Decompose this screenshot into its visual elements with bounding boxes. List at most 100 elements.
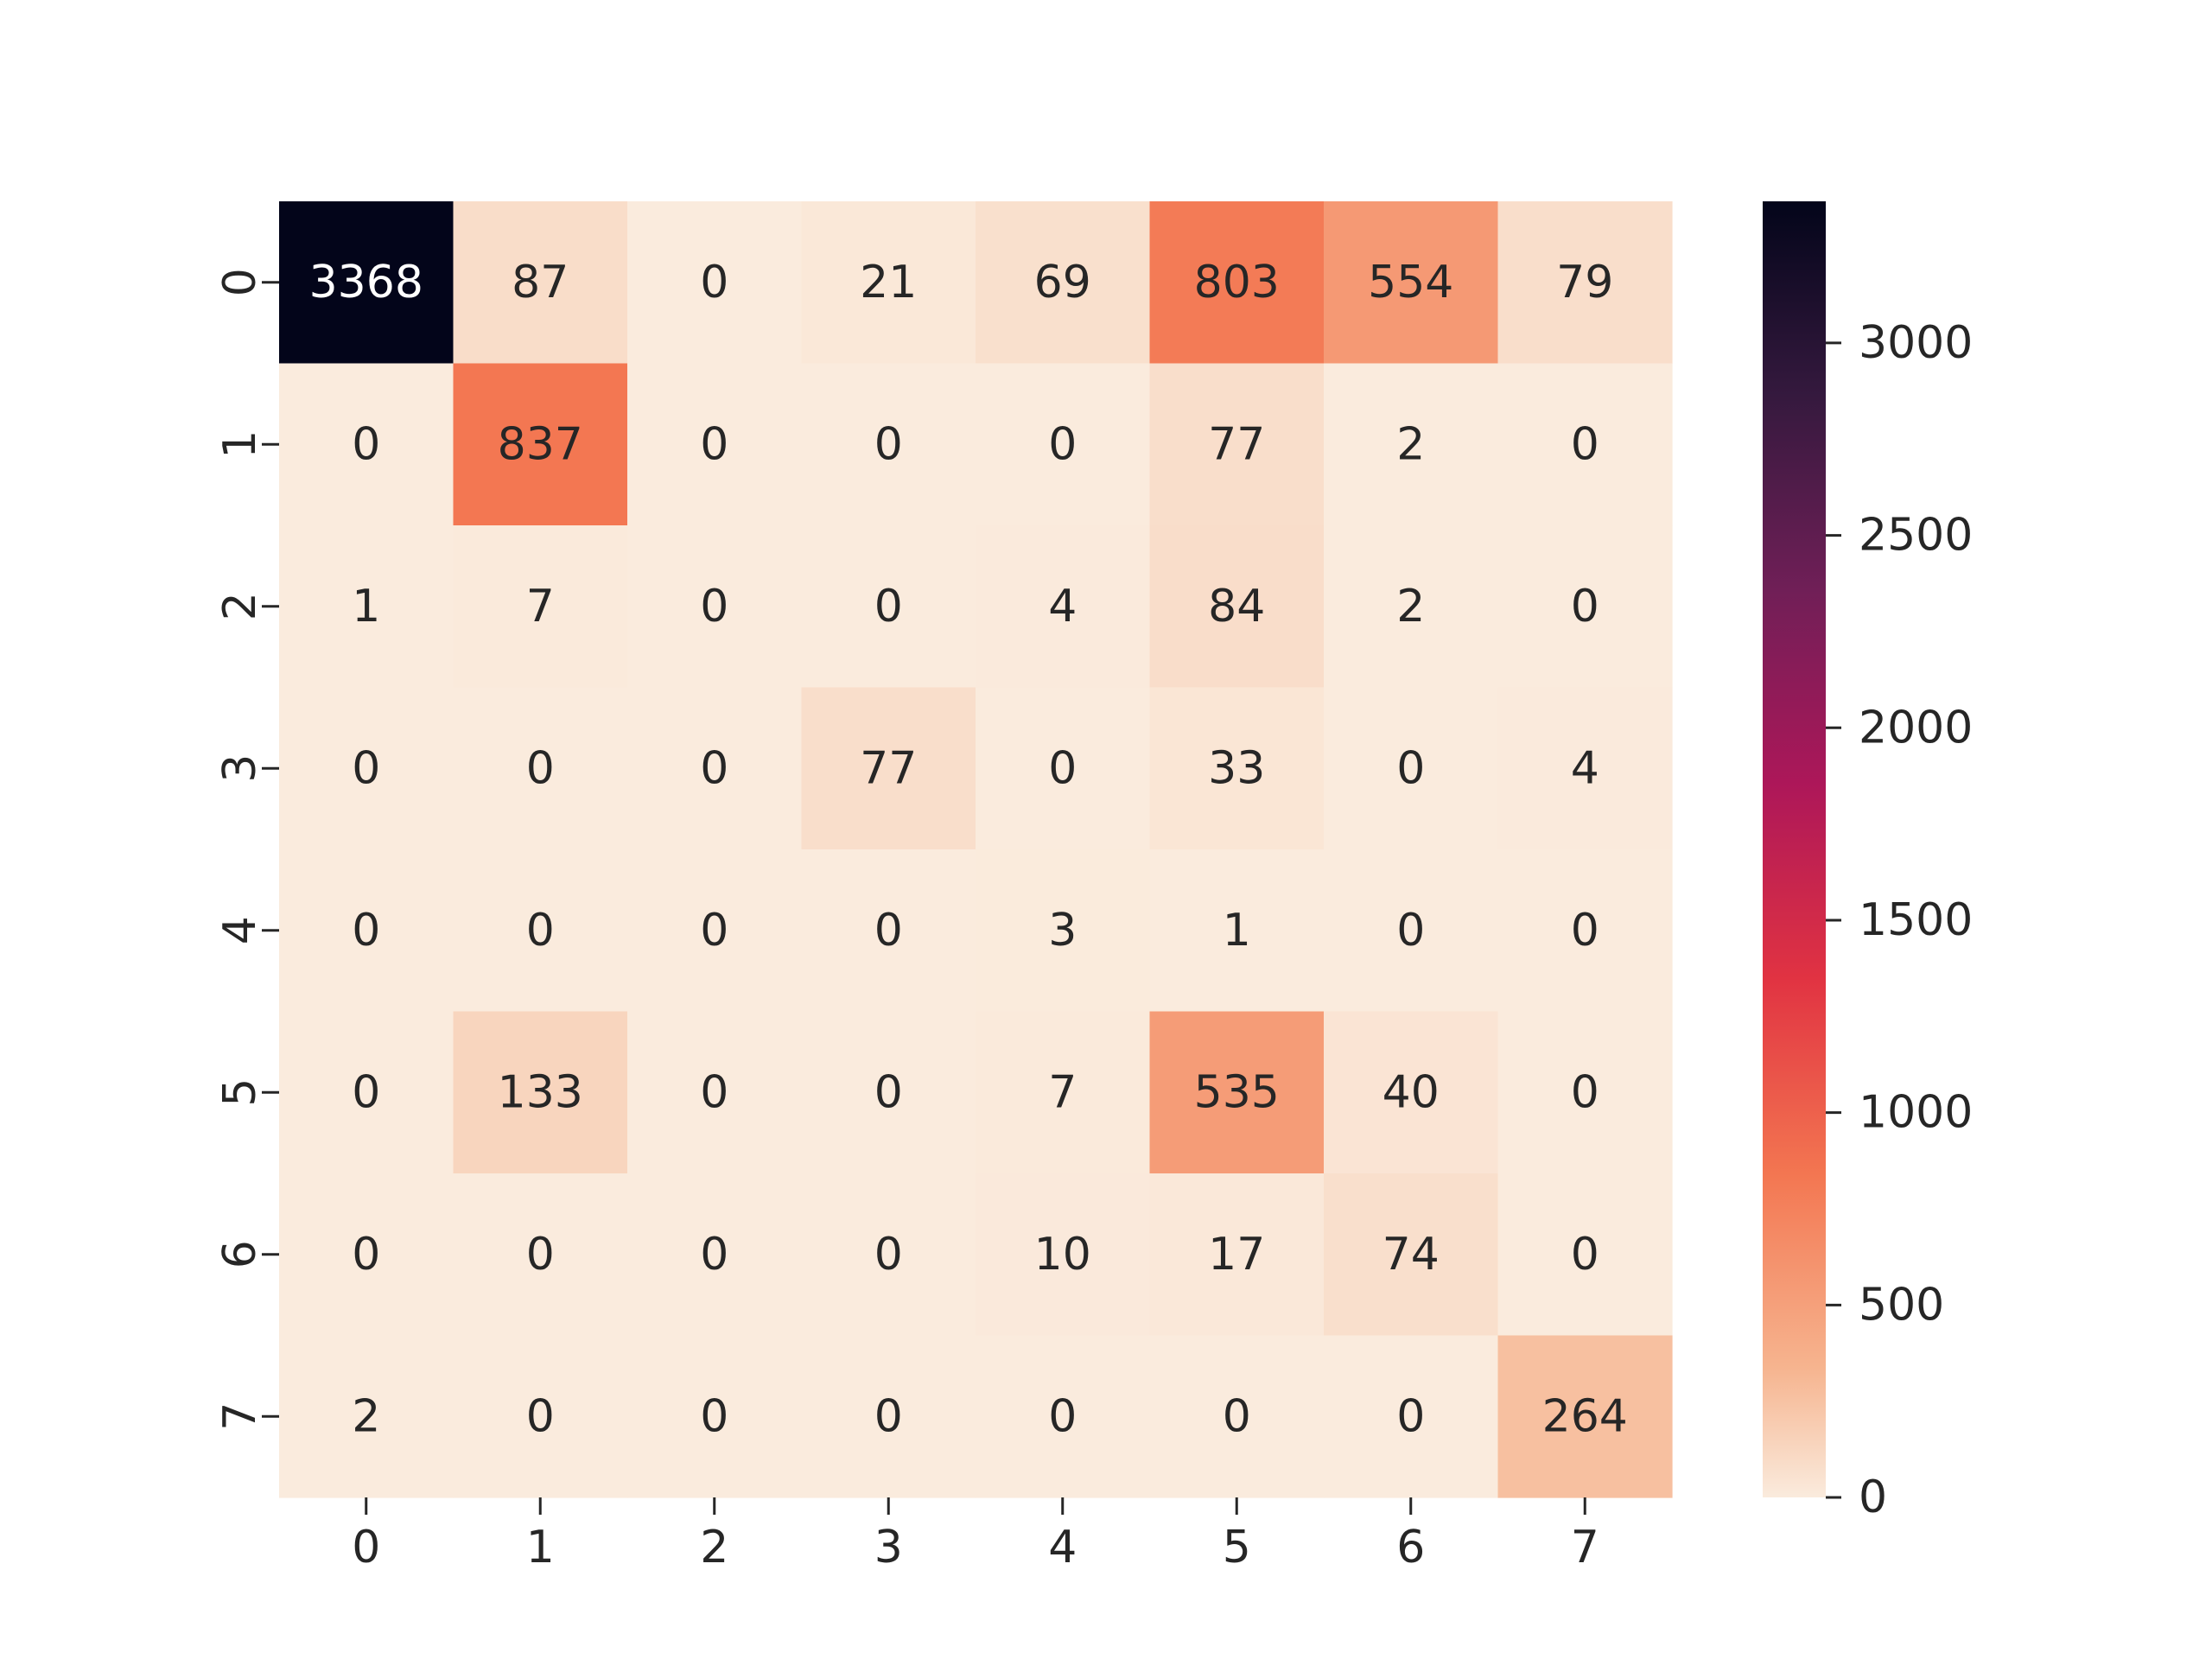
heatmap-cell-r4-c4 — [976, 849, 1151, 1013]
heatmap-cell-r7-c1 — [453, 1335, 628, 1498]
heatmap-cell-r3-c2 — [627, 687, 803, 850]
cell-value-r0-c5: 803 — [1194, 257, 1280, 308]
x-tick-label: 3 — [874, 1522, 903, 1573]
cell-value-r3-c5: 33 — [1208, 742, 1265, 794]
heatmap-cells — [279, 201, 1673, 1498]
colorbar-tick-label: 1000 — [1859, 1087, 1973, 1139]
heatmap-cell-r0-c3 — [801, 201, 976, 365]
heatmap-cell-r1-c0 — [279, 363, 454, 526]
heatmap-cell-r2-c1 — [453, 525, 628, 689]
y-axis: 0 1 2 3 4 5 6 7 — [214, 268, 279, 1431]
heatmap-cell-r6-c5 — [1149, 1173, 1325, 1337]
heatmap-cell-r4-c1 — [453, 849, 628, 1013]
heatmap-cell-r1-c5 — [1149, 363, 1325, 526]
cell-value-r3-c6: 0 — [1396, 742, 1425, 794]
cell-value-r1-c2: 0 — [700, 418, 728, 470]
cell-value-r6-c6: 74 — [1382, 1229, 1440, 1281]
y-tick-label: 5 — [214, 1078, 266, 1107]
cell-value-r0-c4: 69 — [1034, 257, 1091, 308]
cell-value-r4-c5: 1 — [1223, 905, 1251, 957]
y-tick-label: 1 — [214, 430, 266, 459]
cell-value-r1-c5: 77 — [1208, 418, 1265, 470]
heatmap-cell-r6-c3 — [801, 1173, 976, 1337]
heatmap-cell-r0-c4 — [976, 201, 1151, 365]
colorbar-tick-label: 2000 — [1859, 702, 1973, 753]
cell-value-r2-c4: 4 — [1048, 581, 1077, 632]
colorbar-tick-label: 1500 — [1859, 894, 1973, 946]
heatmap-cell-r4-c5 — [1149, 849, 1325, 1013]
cell-value-r3-c0: 0 — [352, 742, 380, 794]
cell-value-r6-c3: 0 — [874, 1229, 903, 1281]
cell-value-r1-c7: 0 — [1571, 418, 1599, 470]
cell-value-r4-c0: 0 — [352, 905, 380, 957]
heatmap-cell-r0-c7 — [1497, 201, 1673, 365]
cell-value-r6-c2: 0 — [700, 1229, 728, 1281]
heatmap-cell-r0-c1 — [453, 201, 628, 365]
heatmap-cell-r1-c4 — [976, 363, 1151, 526]
cell-value-r4-c1: 0 — [526, 905, 555, 957]
cell-value-r1-c0: 0 — [352, 418, 380, 470]
cell-value-r2-c3: 0 — [874, 581, 903, 632]
cell-value-r6-c7: 0 — [1571, 1229, 1599, 1281]
heatmap-cell-r4-c6 — [1324, 849, 1499, 1013]
y-tick-label: 4 — [214, 916, 266, 944]
heatmap-cell-r5-c3 — [801, 1011, 976, 1174]
heatmap-cell-r6-c0 — [279, 1173, 454, 1337]
cell-value-r2-c2: 0 — [700, 581, 728, 632]
heatmap-cell-r5-c5 — [1149, 1011, 1325, 1174]
cell-value-r1-c1: 837 — [498, 418, 583, 470]
heatmap-cell-r6-c4 — [976, 1173, 1151, 1337]
heatmap-cell-r7-c0 — [279, 1335, 454, 1498]
cell-value-r7-c2: 0 — [700, 1390, 728, 1442]
cell-value-r3-c1: 0 — [526, 742, 555, 794]
y-tick-label: 6 — [214, 1240, 266, 1268]
heatmap-cell-r7-c7 — [1497, 1335, 1673, 1498]
heatmap-cell-r5-c4 — [976, 1011, 1151, 1174]
heatmap-cell-r1-c3 — [801, 363, 976, 526]
heatmap-cell-r5-c7 — [1497, 1011, 1673, 1174]
heatmap-cell-r0-c0 — [279, 201, 454, 365]
cell-value-r3-c7: 4 — [1571, 742, 1599, 794]
cell-value-r5-c0: 0 — [352, 1066, 380, 1118]
heatmap-cell-r0-c6 — [1324, 201, 1499, 365]
cell-value-r7-c3: 0 — [874, 1390, 903, 1442]
x-tick-label: 1 — [526, 1522, 555, 1573]
cell-value-r0-c0: 3368 — [309, 257, 423, 308]
heatmap-cell-labels: 3368 87 0 21 69 803 554 790 837 0 0 0 77 2 01 7 0 0 4 84 2 00… — [309, 257, 1628, 1443]
y-tick-label: 3 — [214, 754, 266, 783]
cell-value-r4-c2: 0 — [700, 905, 728, 957]
x-tick-label: 5 — [1223, 1522, 1251, 1573]
heatmap-cell-r7-c5 — [1149, 1335, 1325, 1498]
heatmap-cell-r2-c7 — [1497, 525, 1673, 689]
cell-value-r3-c2: 0 — [700, 742, 728, 794]
cell-value-r6-c0: 0 — [352, 1229, 380, 1281]
cell-value-r5-c1: 133 — [498, 1066, 583, 1118]
cell-value-r7-c1: 0 — [526, 1390, 555, 1442]
cell-value-r5-c5: 535 — [1194, 1066, 1280, 1118]
heatmap-cell-r2-c0 — [279, 525, 454, 689]
heatmap-cell-r4-c3 — [801, 849, 976, 1013]
y-tick-label: 7 — [214, 1402, 266, 1431]
y-tick-label: 0 — [214, 268, 266, 296]
heatmap-cell-r2-c5 — [1149, 525, 1325, 689]
cell-value-r3-c3: 77 — [860, 742, 917, 794]
x-tick-label: 6 — [1396, 1522, 1425, 1573]
cell-value-r2-c0: 1 — [352, 581, 380, 632]
x-tick-label: 7 — [1571, 1522, 1599, 1573]
cell-value-r0-c1: 87 — [512, 257, 569, 308]
cell-value-r4-c6: 0 — [1396, 905, 1425, 957]
colorbar-tick-label: 500 — [1859, 1279, 1944, 1331]
cell-value-r7-c4: 0 — [1048, 1390, 1077, 1442]
heatmap-cell-r2-c4 — [976, 525, 1151, 689]
heatmap-cell-r5-c2 — [627, 1011, 803, 1174]
heatmap-cell-r3-c4 — [976, 687, 1151, 850]
heatmap-cell-r3-c6 — [1324, 687, 1499, 850]
cell-value-r5-c7: 0 — [1571, 1066, 1599, 1118]
x-tick-label: 2 — [700, 1522, 728, 1573]
cell-value-r1-c3: 0 — [874, 418, 903, 470]
cell-value-r0-c7: 79 — [1556, 257, 1613, 308]
heatmap-cell-r1-c1 — [453, 363, 628, 526]
cell-value-r7-c0: 2 — [352, 1390, 380, 1442]
cell-value-r1-c6: 2 — [1396, 418, 1425, 470]
